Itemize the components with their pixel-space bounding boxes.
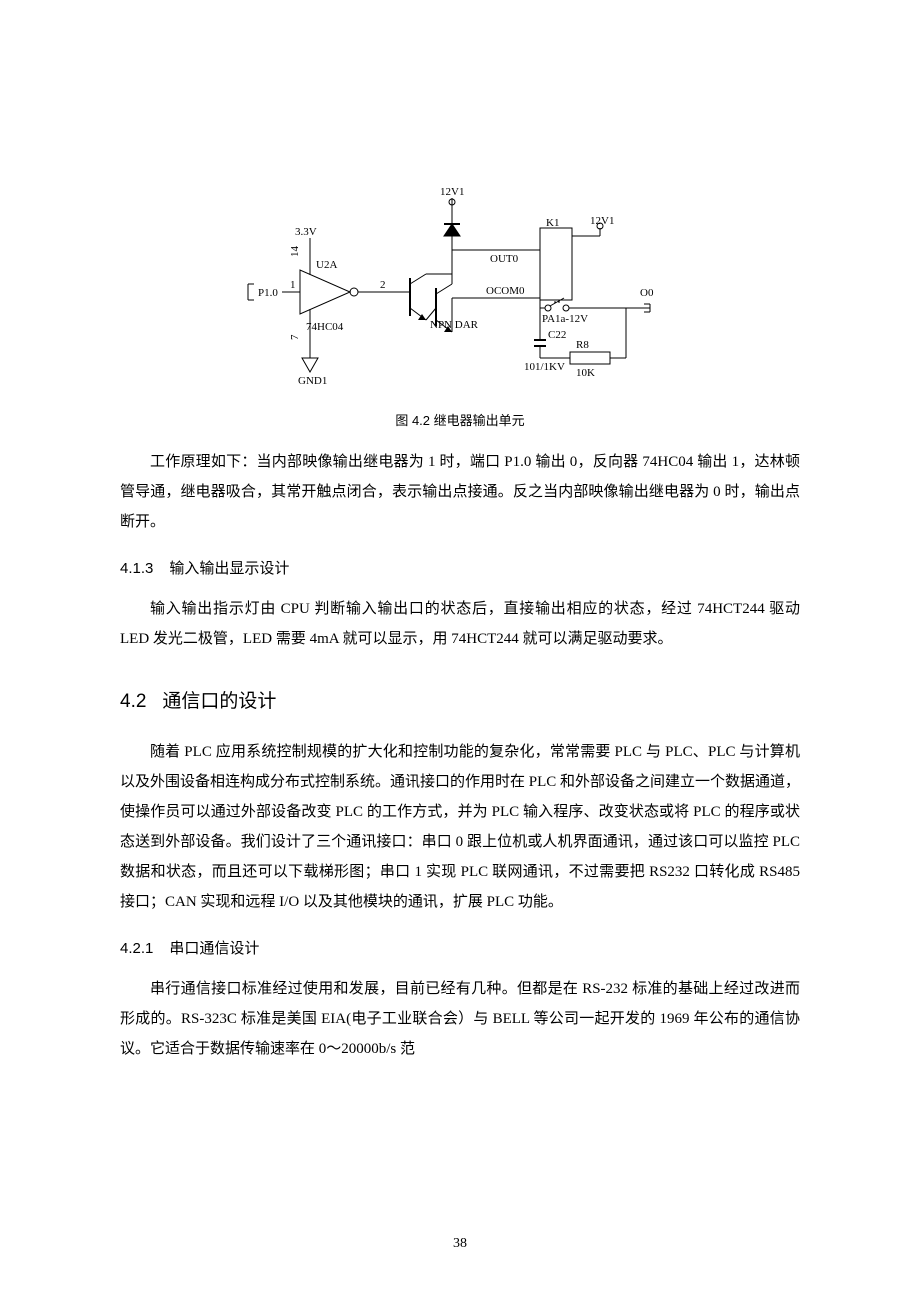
- label-74hc04: 74HC04: [306, 321, 344, 333]
- label-pin7: 7: [289, 334, 301, 340]
- label-pin14: 14: [289, 246, 301, 258]
- label-12v1-b: 12V1: [590, 215, 614, 227]
- page-container: 3.3V 14 P1.0 1 U2A 74HC04 7 G: [0, 0, 920, 1302]
- label-npn-dar: NPN DAR: [430, 319, 479, 331]
- label-3v3: 3.3V: [295, 226, 317, 238]
- figure-caption: 图 4.2 继电器输出单元: [120, 410, 800, 429]
- label-gnd1: GND1: [298, 375, 327, 387]
- label-r8val: 10K: [576, 367, 595, 379]
- label-r8: R8: [576, 339, 589, 351]
- heading-number: 4.1.3: [120, 560, 153, 577]
- label-pin2: 2: [380, 279, 386, 291]
- heading-number: 4.2: [120, 691, 146, 712]
- heading-title: 通信口的设计: [162, 691, 276, 712]
- circuit-diagram: 3.3V 14 P1.0 1 U2A 74HC04 7 G: [120, 180, 800, 400]
- heading-title: 串口通信设计: [169, 940, 259, 957]
- heading-42: 4.2 通信口的设计: [120, 686, 800, 713]
- paragraph-serial: 串行通信接口标准经过使用和发展，目前已经有几种。但都是在 RS-232 标准的基…: [120, 974, 800, 1064]
- label-pa1a: PA1a-12V: [542, 313, 588, 325]
- label-o0: O0: [640, 287, 654, 299]
- paragraph-comm-intro: 随着 PLC 应用系统控制规模的扩大化和控制功能的复杂化，常常需要 PLC 与 …: [120, 737, 800, 917]
- label-12v1-a: 12V1: [440, 186, 464, 198]
- label-p10: P1.0: [258, 287, 278, 299]
- label-c22: C22: [548, 329, 566, 341]
- page-number: 38: [0, 1236, 920, 1252]
- heading-number: 4.2.1: [120, 940, 153, 957]
- label-out0: OUT0: [490, 253, 519, 265]
- label-ocom0: OCOM0: [486, 285, 525, 297]
- paragraph-principle: 工作原理如下：当内部映像输出继电器为 1 时，端口 P1.0 输出 0，反向器 …: [120, 447, 800, 537]
- label-pin1: 1: [290, 279, 296, 291]
- heading-421: 4.2.1 串口通信设计: [120, 937, 800, 958]
- label-c22val: 101/1KV: [524, 361, 565, 373]
- paragraph-io-display: 输入输出指示灯由 CPU 判断输入输出口的状态后，直接输出相应的状态，经过 74…: [120, 594, 800, 654]
- heading-413: 4.1.3 输入输出显示设计: [120, 557, 800, 578]
- heading-title: 输入输出显示设计: [169, 560, 289, 577]
- label-k1: K1: [546, 217, 559, 229]
- label-u2a: U2A: [316, 259, 337, 271]
